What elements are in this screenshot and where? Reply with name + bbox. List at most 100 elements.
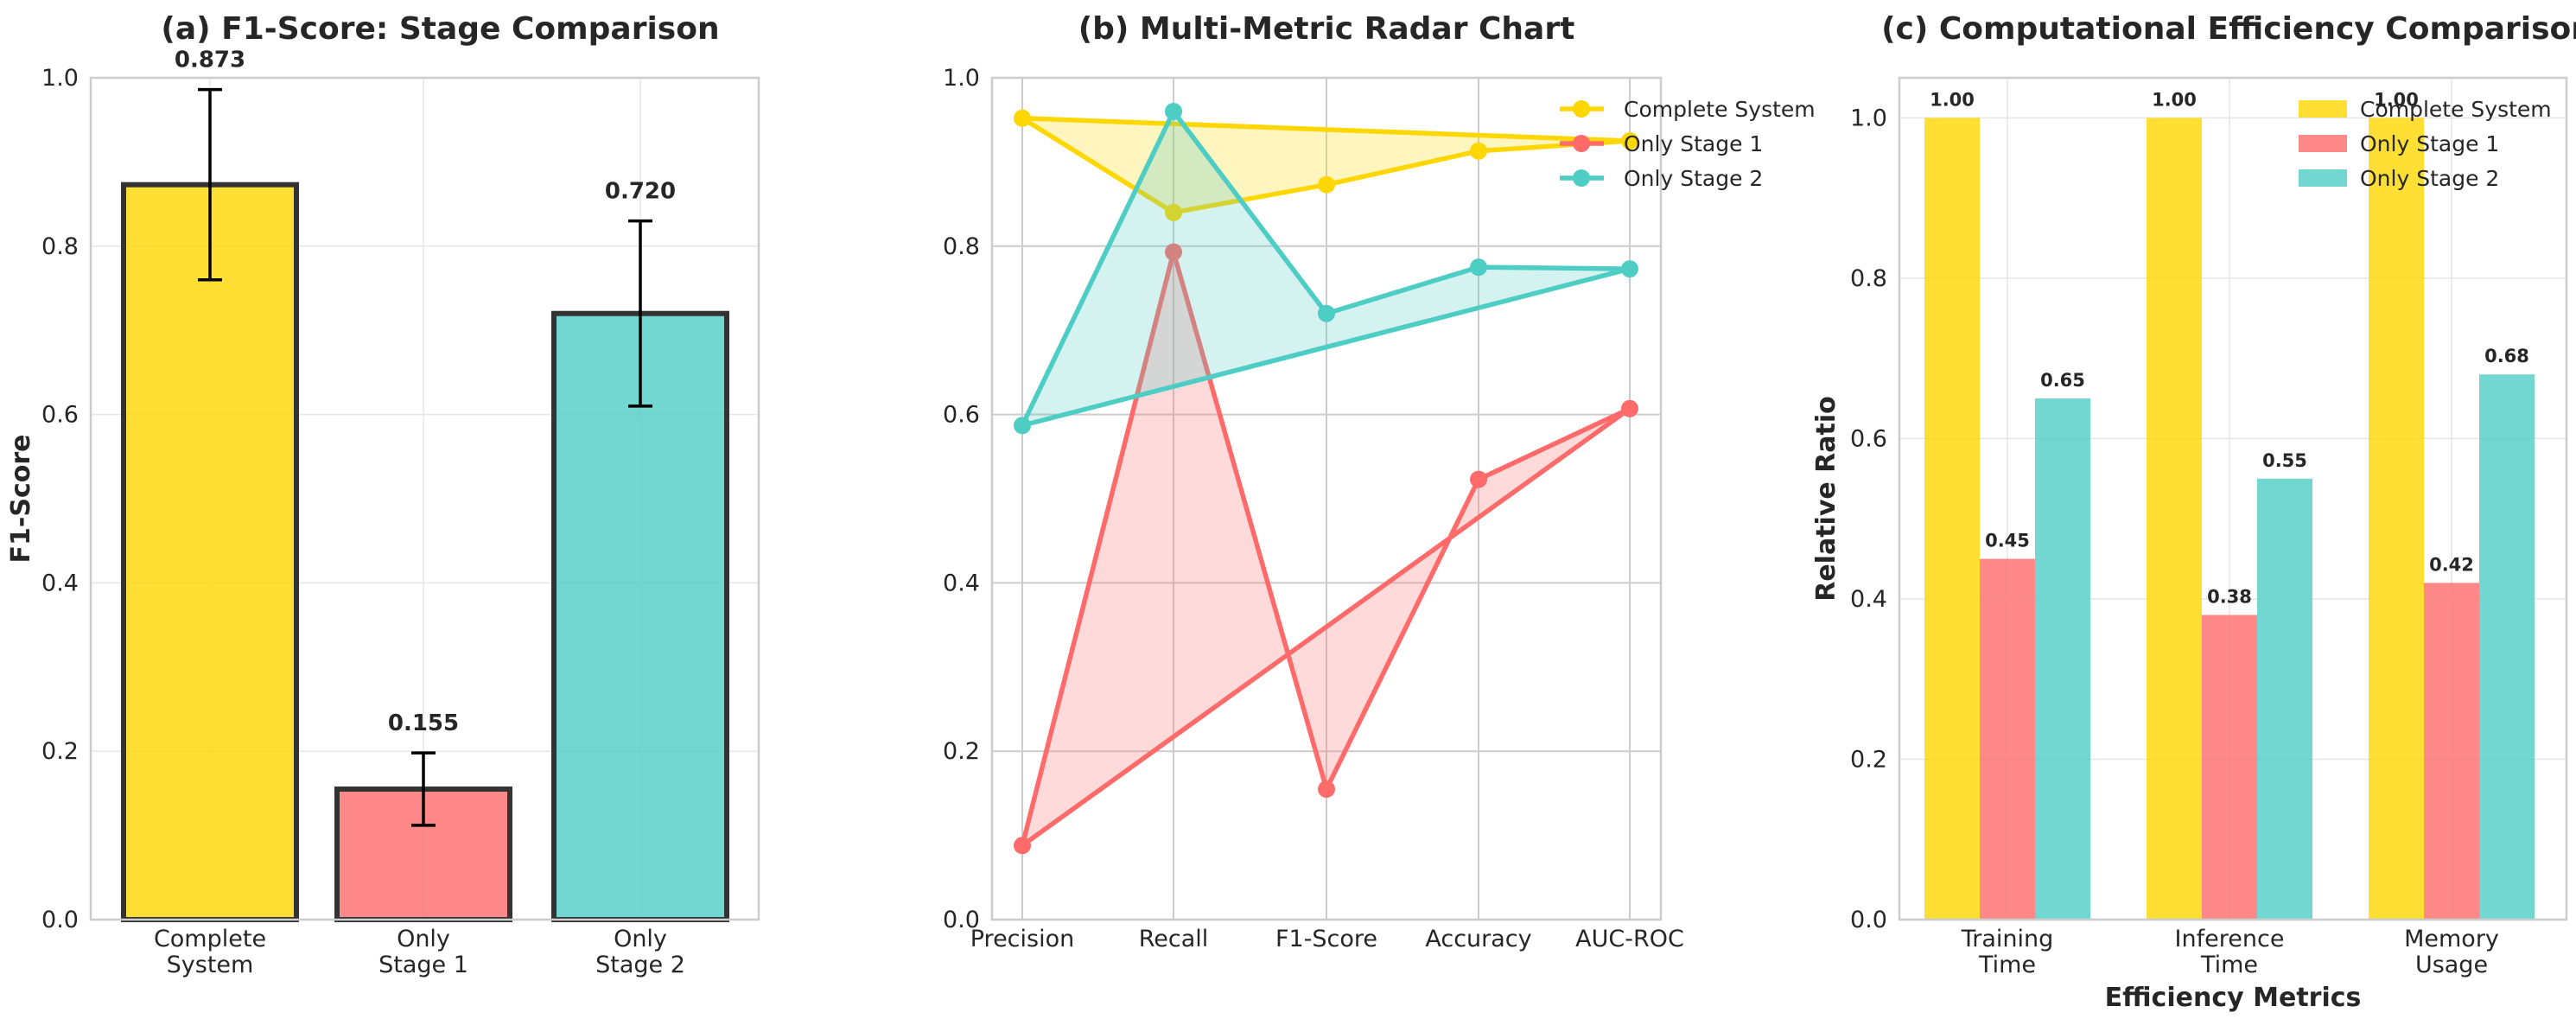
panel-a-f1-bar-chart: 0.873 0.155 0.720 0.0 0.2 0.4 0.6 0.8 1.0 Comple… bbox=[6, 11, 760, 978]
bar-1 bbox=[121, 182, 299, 922]
series-fill-2 bbox=[1022, 252, 1630, 846]
x-tick-label-line: Time bbox=[2200, 952, 2258, 978]
legend-label: Only Stage 1 bbox=[1624, 131, 1763, 156]
y-tick-label: 0.8 bbox=[41, 233, 79, 260]
bar-value-label: 1.00 bbox=[2152, 89, 2197, 110]
bar-value-label: 0.38 bbox=[2207, 587, 2252, 608]
panel-c-bars: 1.00 0.45 0.65 1.00 0.38 0.55 1.00 0.42 0.68 bbox=[1924, 89, 2535, 920]
y-tick-label: 0.0 bbox=[41, 907, 79, 933]
bar-3-2 bbox=[2424, 583, 2479, 920]
series-fill-1 bbox=[1022, 118, 1630, 213]
legend-swatch bbox=[2299, 100, 2347, 118]
y-tick-label: 0.6 bbox=[943, 402, 980, 429]
legend-label: Only Stage 2 bbox=[2360, 166, 2499, 191]
y-tick-label: 1.0 bbox=[943, 65, 980, 92]
legend-marker bbox=[1573, 169, 1590, 187]
series-point bbox=[1318, 780, 1335, 799]
bar-3-1 bbox=[2369, 118, 2424, 920]
x-tick-label: Precision bbox=[970, 926, 1074, 952]
panel-a-bars: 0.873 0.155 0.720 bbox=[121, 48, 729, 923]
series-point bbox=[1318, 304, 1335, 322]
legend-swatch bbox=[2299, 169, 2347, 187]
x-tick-label: Training Time bbox=[1961, 926, 2054, 978]
bar-1-3 bbox=[2035, 398, 2090, 920]
x-tick-label: AUC-ROC bbox=[1575, 926, 1684, 952]
bar-value-label: 0.65 bbox=[2040, 370, 2085, 391]
x-tick-label-line: Stage 1 bbox=[378, 952, 468, 978]
panel-c-y-axis-label: Relative Ratio bbox=[1811, 396, 1841, 602]
bar-2-2 bbox=[2202, 615, 2257, 920]
series-point bbox=[1470, 470, 1487, 488]
y-tick-label: 0.0 bbox=[943, 907, 980, 933]
x-tick-label: Recall bbox=[1139, 926, 1209, 952]
panel-a-frame bbox=[89, 76, 760, 921]
x-tick-label: F1-Score bbox=[1275, 926, 1377, 952]
x-tick-label-line: Stage 2 bbox=[595, 952, 685, 978]
panel-b-radar-line-chart: 0.0 0.2 0.4 0.6 0.8 1.0 Precision Recall F1-Scor… bbox=[943, 11, 1816, 952]
panel-c-title: (c) Computational Efficiency Comparison bbox=[1881, 11, 2576, 47]
bar-value-label: 1.00 bbox=[1930, 89, 1975, 110]
bar-value-label: 1.00 bbox=[2374, 89, 2419, 110]
series-point bbox=[1014, 109, 1031, 127]
y-tick-label: 0.2 bbox=[1850, 746, 1887, 773]
series-fill-3 bbox=[1022, 111, 1630, 426]
series-point bbox=[1621, 399, 1638, 417]
x-tick-label-line: Only bbox=[614, 926, 667, 952]
x-tick-label-line: Usage bbox=[2415, 952, 2488, 978]
bar-1-1 bbox=[1924, 118, 1980, 920]
legend-marker bbox=[1573, 135, 1590, 152]
x-tick-label-line: Inference bbox=[2175, 926, 2285, 952]
legend-marker bbox=[1573, 100, 1590, 118]
series-point bbox=[1470, 142, 1487, 160]
y-tick-label: 0.0 bbox=[1850, 907, 1887, 933]
series-point bbox=[1318, 175, 1335, 194]
bar-value-label: 0.55 bbox=[2262, 450, 2307, 471]
series-line-1 bbox=[1020, 116, 1632, 215]
y-tick-label: 0.2 bbox=[41, 738, 79, 765]
bar-2-1 bbox=[2147, 118, 2202, 920]
panel-c-frame bbox=[1898, 76, 2568, 921]
panel-c-efficiency-bar-chart: 1.00 0.45 0.65 1.00 0.38 0.55 1.00 0.42 0.68 0.0… bbox=[1811, 11, 2576, 1013]
x-tick-label-line: Complete bbox=[154, 926, 266, 952]
series-point bbox=[1165, 203, 1182, 221]
panel-b-title: (b) Multi-Metric Radar Chart bbox=[1078, 11, 1575, 47]
y-tick-label: 0.6 bbox=[1850, 425, 1887, 452]
panel-a-title: (a) F1-Score: Stage Comparison bbox=[161, 11, 719, 47]
bar-value-label: 0.45 bbox=[1985, 531, 2030, 551]
series-point bbox=[1014, 837, 1031, 855]
y-tick-label: 0.8 bbox=[943, 233, 980, 260]
legend-label: Only Stage 1 bbox=[2360, 131, 2499, 156]
series-point bbox=[1621, 132, 1638, 150]
panel-c-x-axis-label: Efficiency Metrics bbox=[2105, 983, 2362, 1013]
legend-label: Complete System bbox=[1624, 97, 1816, 122]
series-point bbox=[1621, 260, 1638, 278]
series-line-3 bbox=[1020, 109, 1632, 429]
x-tick-label: Memory Usage bbox=[2404, 926, 2499, 978]
x-tick-label-line: Only bbox=[397, 926, 450, 952]
x-tick-label-line: Training bbox=[1961, 926, 2054, 952]
legend-label: Only Stage 2 bbox=[1624, 166, 1763, 191]
x-tick-label: Complete System bbox=[154, 926, 266, 978]
legend-label: Complete System bbox=[2360, 97, 2552, 122]
bar-value-label: 0.68 bbox=[2484, 346, 2529, 366]
x-tick-label: Inference Time bbox=[2175, 926, 2285, 978]
bar-value-label: 0.42 bbox=[2429, 554, 2474, 575]
panel-a-y-axis-label: F1-Score bbox=[6, 435, 36, 564]
x-tick-label: Only Stage 1 bbox=[378, 926, 468, 978]
bar-3-3 bbox=[2479, 374, 2535, 920]
x-tick-label-line: System bbox=[167, 952, 254, 978]
bar-3 bbox=[551, 310, 729, 923]
y-tick-label: 0.2 bbox=[943, 738, 980, 765]
panel-b-series bbox=[1014, 102, 1638, 855]
y-tick-label: 0.4 bbox=[943, 570, 980, 596]
y-tick-label: 0.4 bbox=[41, 570, 79, 596]
y-tick-label: 0.6 bbox=[41, 402, 79, 429]
legend-swatch bbox=[2299, 135, 2347, 152]
series-point bbox=[1470, 258, 1487, 277]
series-point bbox=[1014, 417, 1031, 435]
series-point bbox=[1165, 102, 1182, 120]
x-tick-label-line: Memory bbox=[2404, 926, 2499, 952]
